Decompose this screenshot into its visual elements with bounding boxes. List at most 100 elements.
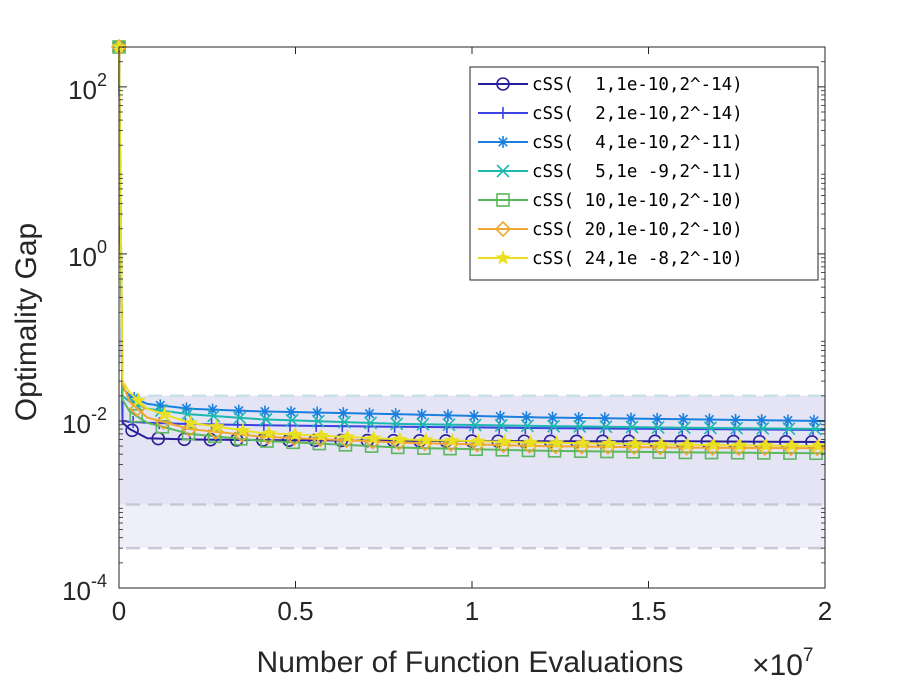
series-marker	[732, 437, 748, 452]
series-marker	[389, 408, 402, 421]
series-marker	[207, 409, 221, 423]
series-marker	[468, 409, 481, 422]
series-marker	[311, 414, 325, 428]
series-marker	[729, 413, 742, 426]
series-marker	[575, 435, 591, 450]
legend-box	[469, 66, 819, 281]
axes	[118, 46, 826, 589]
series-line	[118, 46, 826, 430]
series-marker	[444, 432, 460, 448]
series-marker	[651, 420, 665, 434]
series-line	[118, 46, 826, 450]
series-marker	[233, 411, 247, 425]
series-marker	[521, 437, 538, 454]
series-marker	[182, 414, 199, 430]
series-marker	[285, 406, 298, 419]
series-marker	[522, 434, 539, 449]
series-7	[118, 46, 826, 453]
series-marker	[624, 412, 637, 425]
series-marker	[547, 438, 564, 455]
series-marker	[758, 437, 774, 452]
x-tick-label: 0	[112, 596, 126, 626]
series-marker	[156, 406, 173, 421]
series-marker	[337, 407, 350, 420]
series-marker	[598, 412, 611, 425]
series-marker	[546, 411, 559, 424]
series-marker	[442, 418, 456, 432]
series-marker	[705, 436, 722, 452]
series-marker	[599, 420, 613, 434]
series-marker	[703, 413, 716, 426]
series-marker	[601, 435, 617, 451]
series-marker	[497, 107, 509, 119]
series-marker	[494, 418, 508, 432]
series-marker	[285, 413, 299, 427]
series-marker	[572, 411, 585, 424]
series-marker	[390, 417, 404, 431]
legend-entry: cSS( 5,1e -9,2^-11)	[478, 162, 743, 182]
series-marker	[808, 422, 822, 436]
x-axis-multiplier-exponent: 7	[803, 645, 814, 666]
legend-label: cSS( 20,1e-10,2^-10)	[532, 220, 743, 240]
y-axis-title: Optimality Gap	[10, 223, 43, 421]
series-marker	[496, 433, 513, 449]
series-marker	[363, 416, 378, 430]
series-marker	[261, 425, 277, 440]
series-marker	[415, 408, 428, 421]
series-marker	[470, 433, 487, 448]
legend-label: cSS( 2,1e-10,2^-14)	[532, 104, 743, 124]
series-marker	[496, 77, 510, 91]
series-marker	[677, 421, 691, 435]
series-marker	[808, 414, 821, 427]
legend-label: cSS( 1,1e-10,2^-14)	[532, 75, 743, 95]
series-marker	[548, 434, 565, 450]
series-marker	[235, 422, 251, 437]
legend-entry: cSS( 10,1e-10,2^-10)	[478, 191, 743, 211]
legend-label: cSS( 24,1e -8,2^-10)	[532, 249, 743, 269]
series-marker	[497, 136, 509, 148]
series-marker	[129, 400, 146, 417]
legend: cSS( 1,1e-10,2^-14) cSS( 2,1e-10,2^-14) cS…	[469, 66, 819, 281]
series-marker	[677, 413, 690, 426]
series-marker	[784, 437, 800, 453]
series-marker	[337, 415, 351, 429]
series-marker	[363, 407, 376, 420]
series-marker	[781, 414, 794, 427]
x-tick-label: 1.5	[630, 596, 666, 626]
series-marker	[259, 428, 277, 446]
series-marker	[339, 428, 356, 444]
series-marker	[125, 423, 139, 438]
x-tick-label: 1	[465, 596, 479, 626]
series-marker	[313, 427, 330, 443]
series-marker	[520, 411, 533, 424]
series-marker	[495, 249, 511, 265]
series-marker	[416, 417, 430, 431]
x-tick-label: 2	[818, 596, 832, 626]
series-marker	[494, 410, 507, 423]
series-layer	[110, 38, 826, 461]
series-marker	[392, 431, 408, 446]
series-marker	[311, 406, 324, 419]
y-tick-label: 100	[68, 237, 107, 272]
series-marker	[287, 426, 303, 441]
series-marker	[494, 220, 512, 238]
legend-label: cSS( 5,1e -9,2^-11)	[532, 162, 743, 182]
legend-entry: cSS( 24,1e -8,2^-10)	[478, 249, 743, 269]
legend-entry: cSS( 20,1e-10,2^-10)	[478, 220, 743, 240]
series-marker	[496, 164, 510, 178]
legend-entry: cSS( 2,1e-10,2^-14)	[478, 104, 743, 124]
legend-label: cSS( 10,1e-10,2^-10)	[532, 191, 743, 211]
series-marker	[496, 193, 510, 207]
series-marker	[653, 436, 670, 451]
series-marker	[468, 418, 482, 432]
series-marker	[418, 431, 434, 447]
series-marker	[129, 408, 144, 423]
legend-entry: cSS( 1,1e-10,2^-14)	[478, 75, 743, 95]
series-4	[118, 46, 826, 436]
x-axis-multiplier: ×107	[752, 645, 813, 682]
series-marker	[547, 419, 561, 433]
y-tick-label: 10-2	[62, 404, 107, 439]
series-marker	[625, 420, 639, 434]
series-marker	[365, 430, 382, 445]
y-tick-label: 10-4	[62, 571, 107, 606]
